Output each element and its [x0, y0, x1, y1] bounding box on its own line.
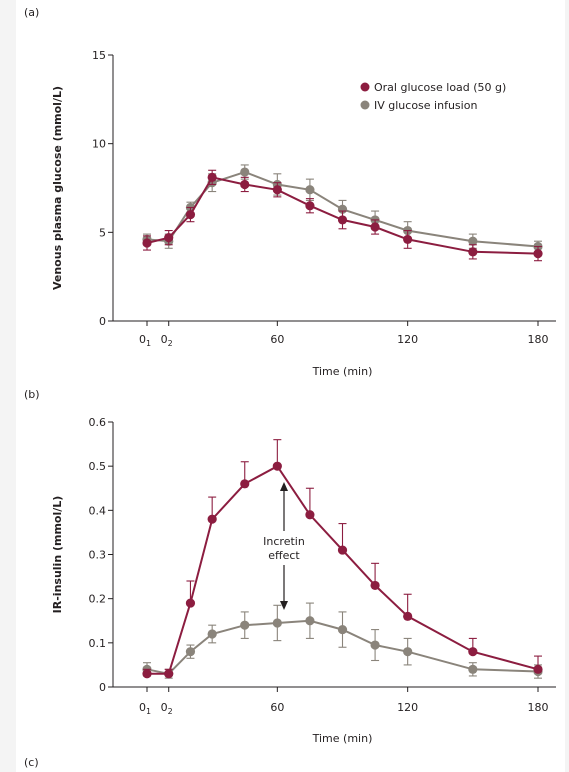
- data-point-oral: [403, 611, 413, 621]
- x-tick-label: 60: [270, 701, 284, 714]
- data-point-iv: [240, 167, 250, 177]
- data-point-oral: [240, 179, 250, 190]
- data-point-oral: [468, 647, 478, 657]
- legend-label-iv: IV glucose infusion: [374, 99, 477, 112]
- data-point-oral: [305, 510, 315, 520]
- y-tick-label: 0: [99, 315, 106, 328]
- data-point-oral: [164, 233, 174, 243]
- legend: Oral glucose load (50 g) IV glucose infu…: [360, 81, 506, 112]
- y-tick-label: 0.4: [89, 504, 107, 517]
- data-point-iv: [207, 629, 217, 639]
- data-point-oral: [185, 210, 196, 220]
- x-axis-title: Time (min): [312, 732, 373, 745]
- data-point-oral: [533, 249, 543, 259]
- data-point-iv: [305, 616, 315, 626]
- data-point-oral: [370, 580, 380, 591]
- annotation-line-1: Incretin: [263, 535, 305, 548]
- y-tick-label: 0.5: [89, 460, 107, 473]
- data-point-iv: [403, 647, 413, 657]
- data-point-oral: [468, 247, 478, 257]
- figure-svg: (a) (b) (c) 0 5 10 15 01 02 60 120 180 Time (min)…: [24, 6, 556, 769]
- data-point-iv: [240, 620, 250, 630]
- data-point-iv: [468, 664, 478, 674]
- x-axis-title: Time (min): [312, 365, 373, 378]
- x-tick-label: 02: [161, 333, 173, 348]
- incretin-annotation: Incretin effect: [263, 482, 305, 610]
- data-point-oral: [207, 172, 217, 182]
- panel-label-c: (c): [24, 756, 39, 769]
- figure-page: (a) (b) (c) 0 5 10 15 01 02 60 120 180 Time (min)…: [16, 0, 565, 772]
- x-tick-label: 60: [270, 333, 284, 346]
- data-point-oral: [142, 669, 152, 679]
- series-line-iv: [146, 619, 539, 675]
- data-point-iv: [185, 647, 196, 657]
- data-point-iv: [337, 624, 348, 635]
- y-tick-label: 0.2: [89, 593, 107, 606]
- data-point-oral: [142, 238, 152, 248]
- y-tick-label: 0.6: [89, 416, 107, 429]
- data-point-iv: [305, 185, 315, 195]
- data-point-oral: [305, 201, 315, 211]
- y-tick-label: 0.3: [89, 549, 107, 562]
- x-tick-label: 02: [161, 701, 173, 716]
- data-point-oral: [207, 514, 217, 524]
- y-tick-label: 5: [99, 226, 106, 239]
- data-point-oral: [403, 234, 413, 245]
- x-tick-label: 01: [139, 333, 151, 348]
- y-tick-label: 0.1: [89, 637, 107, 650]
- data-point-iv: [468, 236, 478, 246]
- arrow-down-icon: [280, 601, 288, 610]
- annotation-line-2: effect: [268, 549, 300, 562]
- data-point-oral: [240, 479, 250, 489]
- legend-marker-iv: [360, 100, 370, 110]
- chart-panel-a: 0 5 10 15 01 02 60 120 180 Time (min) Venous plasm…: [51, 49, 556, 378]
- y-tick-label: 15: [92, 49, 106, 62]
- series-line-oral: [146, 176, 539, 255]
- x-tick-label: 180: [528, 701, 549, 714]
- data-point-iv: [370, 640, 380, 650]
- data-point-oral: [164, 669, 174, 679]
- x-tick-label: 120: [397, 701, 418, 714]
- data-point-oral: [185, 598, 196, 608]
- data-point-iv: [272, 618, 282, 628]
- x-tick-label: 01: [139, 701, 151, 716]
- data-point-oral: [533, 664, 543, 674]
- panel-label-b: (b): [24, 388, 40, 401]
- series-line-oral: [147, 464, 539, 675]
- chart-panel-b: 0 0.1 0.2 0.3 0.4 0.5 0.6 01 02 60 120 180 Time (min…: [51, 416, 556, 745]
- data-point-oral: [337, 215, 348, 225]
- data-point-oral: [337, 545, 348, 555]
- y-tick-label: 10: [92, 138, 106, 151]
- y-axis-title: IR-insulin (mmol/L): [51, 496, 64, 614]
- legend-label-oral: Oral glucose load (50 g): [374, 81, 506, 94]
- y-tick-label: 0: [99, 681, 106, 694]
- x-tick-label: 180: [528, 333, 549, 346]
- panel-label-a: (a): [24, 6, 39, 19]
- legend-marker-oral: [360, 82, 370, 92]
- data-point-oral: [272, 461, 282, 471]
- data-point-oral: [370, 222, 380, 232]
- data-point-oral: [272, 185, 282, 195]
- y-axis-title: Venous plasma glucose (mmol/L): [51, 86, 64, 290]
- arrow-up-icon: [280, 482, 288, 491]
- x-tick-label: 120: [397, 333, 418, 346]
